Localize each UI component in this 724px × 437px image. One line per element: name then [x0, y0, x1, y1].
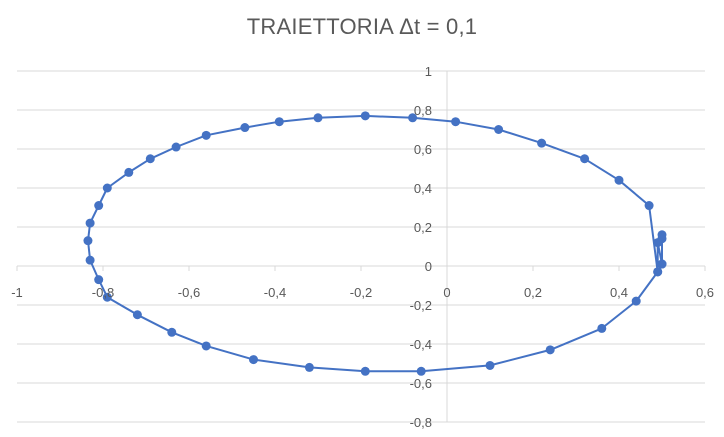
data-point [416, 366, 426, 376]
tick-labels: -1 -0,8 -0,6 -0,4 -0,2 0 0,2 0,4 0,6 -0,8 -0,6 -0,4… [11, 64, 714, 430]
y-tick-label: -0,4 [410, 337, 432, 352]
x-tick-label: 0,2 [524, 285, 542, 300]
data-point [83, 236, 93, 246]
data-point [537, 138, 547, 148]
data-point [631, 296, 641, 306]
data-point [85, 255, 95, 265]
x-tick-label: -0,2 [350, 285, 372, 300]
x-tick-label: 0,6 [696, 285, 714, 300]
y-tick-label: 0 [425, 259, 432, 274]
data-point [94, 275, 104, 285]
data-point [653, 238, 663, 248]
data-point [274, 117, 284, 127]
data-point [102, 183, 112, 193]
data-point [408, 113, 418, 123]
data-point [494, 125, 504, 134]
data-point [167, 327, 177, 337]
y-tick-label: 0,4 [414, 181, 432, 196]
y-tick-label: 0,2 [414, 220, 432, 235]
series-line [87, 114, 663, 373]
y-tick-label: 0,8 [414, 103, 432, 118]
axes [16, 70, 706, 423]
data-point [545, 345, 555, 355]
y-tick-label: -0,6 [410, 376, 432, 391]
data-point [597, 323, 607, 333]
data-point [614, 175, 624, 185]
data-point [132, 310, 142, 320]
data-point [304, 362, 314, 372]
data-point [201, 130, 211, 140]
data-point [580, 154, 590, 164]
data-point [653, 267, 663, 277]
x-tick-label: -0,6 [178, 285, 200, 300]
y-tick-label: 1 [425, 64, 432, 79]
y-tick-label: -0,2 [410, 298, 432, 313]
data-point [240, 123, 250, 133]
data-point [145, 154, 155, 164]
data-point [644, 201, 654, 211]
data-point [360, 111, 370, 121]
data-point [171, 142, 181, 152]
data-point [360, 366, 370, 376]
data-point [94, 201, 104, 211]
data-point [102, 292, 112, 302]
data-point [657, 230, 667, 240]
data-point [657, 259, 667, 269]
data-point [249, 355, 258, 365]
y-tick-label: 0,6 [414, 142, 432, 157]
x-tick-label: -0,4 [264, 285, 286, 300]
data-point [485, 360, 495, 370]
data-point [201, 341, 211, 351]
chart-title: TRAIETTORIA Δt = 0,1 [246, 14, 478, 39]
x-tick-label: 0,4 [610, 285, 628, 300]
x-tick-label: -0,8 [92, 285, 114, 300]
y-tick-label: -0,8 [410, 415, 432, 430]
data-point [85, 218, 95, 228]
x-tick-label: 0 [443, 285, 450, 300]
gridlines [17, 70, 705, 423]
series [83, 111, 667, 376]
data-point [124, 167, 134, 177]
data-point [313, 113, 323, 123]
data-point [451, 117, 461, 127]
x-tick-label: -1 [11, 285, 23, 300]
